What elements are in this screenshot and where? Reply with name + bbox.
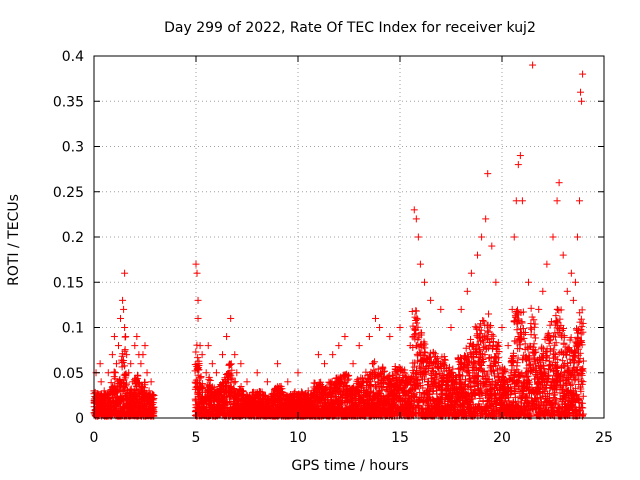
roti-point — [538, 343, 546, 351]
roti-point — [527, 304, 535, 312]
roti-point — [107, 379, 115, 387]
roti-point — [105, 393, 113, 401]
roti-point — [531, 334, 539, 342]
roti-point — [111, 369, 119, 377]
grid-lines — [94, 56, 604, 418]
roti-point — [226, 360, 234, 368]
roti-point — [197, 373, 205, 381]
roti-point — [205, 373, 213, 381]
roti-point — [115, 398, 123, 406]
roti-point — [485, 310, 493, 318]
roti-point — [462, 344, 470, 352]
roti-point — [412, 307, 420, 315]
roti-point — [206, 376, 214, 384]
data-points — [90, 61, 587, 420]
roti-point — [192, 348, 200, 356]
roti-point — [531, 320, 539, 328]
roti-point — [369, 359, 377, 367]
roti-point — [194, 354, 202, 362]
